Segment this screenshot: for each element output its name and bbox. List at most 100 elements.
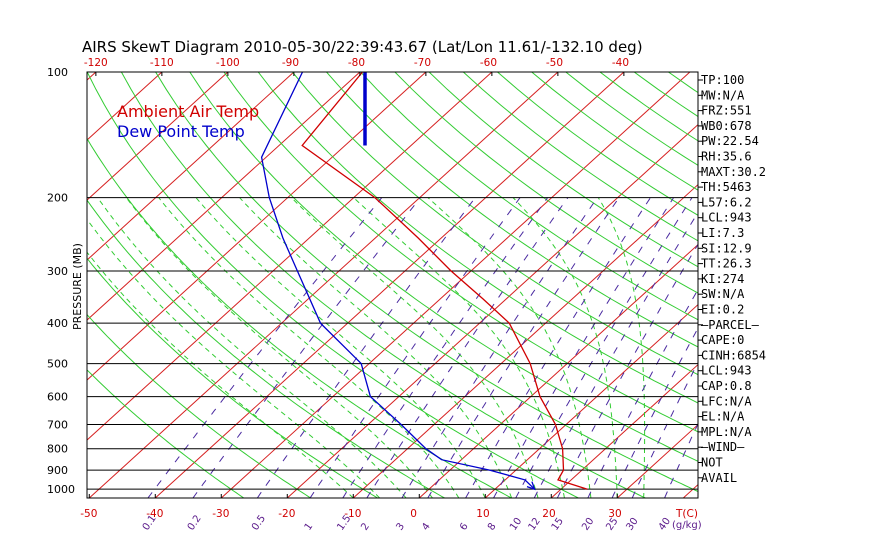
mixing-ratio-unit-label: (g/kg) bbox=[672, 520, 702, 531]
isotherm-line bbox=[616, 423, 698, 498]
isotherm-line bbox=[484, 303, 698, 498]
dry-adiabat-line bbox=[155, 72, 698, 493]
index-line: TH:5463 bbox=[701, 180, 752, 194]
isotherm-line bbox=[154, 72, 625, 498]
mixing-ratio-label: 1 bbox=[303, 521, 316, 533]
index-line: KI:274 bbox=[701, 272, 744, 286]
top-temp-tick-label: -80 bbox=[348, 57, 365, 69]
index-line: WB0:678 bbox=[701, 119, 752, 133]
mixing-ratio-line bbox=[493, 197, 675, 498]
dry-adiabat-line bbox=[805, 72, 870, 498]
index-line: MW:N/A bbox=[701, 88, 745, 102]
dry-adiabat-line bbox=[326, 72, 698, 348]
top-temp-tick-label: -70 bbox=[414, 57, 431, 69]
index-line: TP:100 bbox=[701, 73, 744, 87]
dry-adiabat-line bbox=[360, 72, 698, 321]
legend-dew-point-temp: Dew Point Temp bbox=[117, 122, 245, 141]
mixing-ratio-line bbox=[309, 197, 521, 498]
index-line: RH:35.6 bbox=[701, 150, 752, 164]
pressure-tick-label: 1000 bbox=[47, 483, 75, 496]
top-temp-tick-label: -60 bbox=[480, 57, 497, 69]
index-line: TT:26.3 bbox=[701, 257, 752, 271]
mixing-ratio-line bbox=[342, 197, 549, 498]
moist-adiabat-line bbox=[125, 197, 433, 498]
isotherm-line bbox=[550, 363, 698, 498]
moist-adiabat-line bbox=[87, 218, 381, 498]
plot-frame bbox=[86, 71, 699, 499]
pressure-tick-label: 300 bbox=[47, 265, 68, 278]
mixing-ratio-label: 40 bbox=[657, 516, 673, 533]
pressure-tick-label: 100 bbox=[47, 66, 68, 79]
index-line: LCL:943 bbox=[701, 364, 752, 378]
top-temp-tick-label: -120 bbox=[84, 57, 108, 69]
index-line: MAXT:30.2 bbox=[701, 165, 766, 179]
dry-adiabat-line bbox=[87, 199, 445, 498]
mixing-ratio-line bbox=[192, 197, 421, 498]
mixing-ratio-line bbox=[256, 197, 476, 498]
pressure-tick-label: 700 bbox=[47, 419, 68, 432]
index-line: PW:22.54 bbox=[701, 134, 759, 148]
dry-adiabat-line bbox=[839, 72, 870, 498]
index-line: CAPE:0 bbox=[701, 333, 744, 347]
isotherm-line bbox=[815, 72, 870, 498]
isotherm-line bbox=[286, 123, 698, 498]
bottom-temp-tick-label: -10 bbox=[344, 508, 361, 520]
mixing-ratio-label: 10 bbox=[508, 516, 524, 533]
index-line: LFC:N/A bbox=[701, 394, 752, 408]
top-temp-tick-label: -110 bbox=[150, 57, 174, 69]
dry-adiabat-line bbox=[771, 72, 870, 498]
dry-adiabat-line bbox=[120, 72, 646, 498]
mixing-ratio-label: 8 bbox=[486, 521, 499, 533]
moist-adiabat-line bbox=[97, 197, 407, 498]
bottom-temp-tick-label: -30 bbox=[212, 508, 229, 520]
moist-adiabat-line bbox=[512, 197, 618, 498]
index-line: —WIND— bbox=[701, 440, 745, 454]
index-line: NOT bbox=[701, 456, 723, 470]
mixing-ratio-line bbox=[427, 197, 620, 498]
mixing-ratio-line bbox=[515, 197, 693, 498]
dry-adiabat-line bbox=[87, 369, 245, 498]
moist-adiabat-line bbox=[427, 197, 592, 498]
isotherm-line bbox=[88, 72, 559, 498]
mixing-ratio-label: 0.2 bbox=[186, 513, 204, 532]
pressure-tick-label: 200 bbox=[47, 192, 68, 205]
index-line: CAP:0.8 bbox=[701, 379, 752, 393]
isotherm-line bbox=[0, 72, 30, 498]
dry-adiabat-line bbox=[428, 72, 698, 268]
mixing-ratio-label: 0.5 bbox=[250, 513, 268, 532]
pressure-tick-label: 600 bbox=[47, 391, 68, 404]
isotherm-line bbox=[220, 72, 691, 498]
top-temp-tick-label: -90 bbox=[282, 57, 299, 69]
chart-title: AIRS SkewT Diagram 2010-05-30/22:39:43.6… bbox=[82, 38, 643, 56]
index-line: SW:N/A bbox=[701, 287, 745, 301]
dry-adiabat-line bbox=[257, 72, 698, 404]
moist-adiabat-line bbox=[291, 197, 539, 498]
bottom-temp-tick-label: 20 bbox=[542, 508, 555, 520]
mixing-ratio-label: 4 bbox=[420, 521, 433, 533]
moist-adiabat-line bbox=[158, 197, 460, 498]
isotherm-line bbox=[87, 72, 493, 441]
pressure-tick-label: 800 bbox=[47, 443, 68, 456]
dry-adiabat-line bbox=[87, 137, 512, 498]
moist-adiabat-line bbox=[195, 197, 486, 498]
isotherm-line bbox=[87, 72, 427, 381]
dry-adiabat-line bbox=[462, 72, 698, 242]
isotherm-line bbox=[87, 72, 361, 321]
moist-adiabat-line bbox=[87, 251, 354, 498]
temp-axis-unit-label: T(C) bbox=[675, 508, 698, 520]
bottom-temp-tick-label: -20 bbox=[278, 508, 295, 520]
top-temp-tick-label: -40 bbox=[612, 57, 629, 69]
index-line: SI:12.9 bbox=[701, 241, 752, 255]
bottom-temp-tick-label: 0 bbox=[410, 508, 417, 520]
index-line: FRZ:551 bbox=[701, 104, 752, 118]
pressure-tick-label: 900 bbox=[47, 464, 68, 477]
dry-adiabat-line bbox=[394, 72, 698, 294]
mixing-ratio-label: 12 bbox=[527, 516, 543, 533]
isotherm-line bbox=[87, 72, 229, 201]
mixing-ratio-line bbox=[587, 288, 698, 498]
bottom-temp-tick-label: 10 bbox=[476, 508, 489, 520]
moist-adiabat-line bbox=[239, 197, 513, 498]
mixing-ratio-label: 20 bbox=[580, 516, 596, 533]
legend-ambient-air-temp: Ambient Air Temp bbox=[117, 102, 259, 121]
